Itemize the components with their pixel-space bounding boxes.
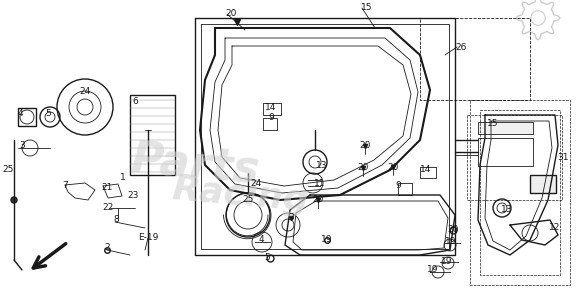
Text: 21: 21 — [101, 184, 113, 192]
Text: 20: 20 — [387, 163, 399, 171]
Bar — [398, 183, 412, 195]
Text: 3: 3 — [288, 213, 294, 223]
Bar — [478, 122, 533, 134]
Text: 19: 19 — [445, 237, 457, 247]
Text: 15: 15 — [361, 4, 373, 12]
Text: 11: 11 — [314, 178, 326, 187]
Text: 22: 22 — [102, 202, 114, 212]
Text: Racing: Racing — [170, 172, 310, 218]
Text: 25: 25 — [2, 165, 14, 175]
Text: 19: 19 — [441, 258, 453, 266]
Text: 24: 24 — [250, 178, 262, 187]
Text: 3: 3 — [19, 141, 25, 149]
Text: 1: 1 — [120, 173, 126, 183]
Text: 20: 20 — [360, 141, 370, 150]
Text: 19: 19 — [321, 236, 333, 244]
Text: 5: 5 — [264, 253, 270, 263]
Text: 13: 13 — [501, 205, 513, 215]
Text: 6: 6 — [132, 97, 138, 107]
Text: 9: 9 — [395, 181, 401, 189]
Bar — [530, 175, 556, 193]
Text: 14: 14 — [265, 102, 277, 112]
Text: 20: 20 — [357, 163, 369, 173]
Text: 13: 13 — [316, 162, 328, 170]
Text: 9: 9 — [268, 113, 274, 123]
Text: 4: 4 — [258, 236, 264, 244]
Bar — [18, 108, 36, 126]
Text: 15: 15 — [487, 118, 499, 128]
Text: 20: 20 — [312, 195, 324, 205]
Bar — [263, 103, 281, 115]
Text: 26: 26 — [455, 43, 466, 52]
Text: 24: 24 — [79, 88, 91, 96]
Text: 31: 31 — [557, 154, 569, 163]
Text: 14: 14 — [420, 165, 432, 175]
Bar — [263, 118, 277, 130]
Text: E-19: E-19 — [138, 234, 158, 242]
Text: 23: 23 — [127, 191, 139, 200]
Text: 12: 12 — [549, 223, 561, 232]
Text: 25: 25 — [242, 195, 254, 205]
Text: 2: 2 — [104, 244, 110, 252]
Bar — [130, 95, 175, 175]
Text: 7: 7 — [62, 181, 68, 189]
Text: 20: 20 — [225, 9, 236, 18]
Text: 8: 8 — [113, 215, 119, 224]
Bar — [478, 138, 533, 166]
Text: 19: 19 — [427, 266, 439, 274]
Circle shape — [11, 197, 17, 203]
Text: 4: 4 — [17, 109, 23, 118]
Text: 20: 20 — [447, 226, 459, 234]
Text: 5: 5 — [45, 109, 51, 118]
Bar — [420, 167, 436, 178]
Text: Parts: Parts — [129, 138, 261, 192]
